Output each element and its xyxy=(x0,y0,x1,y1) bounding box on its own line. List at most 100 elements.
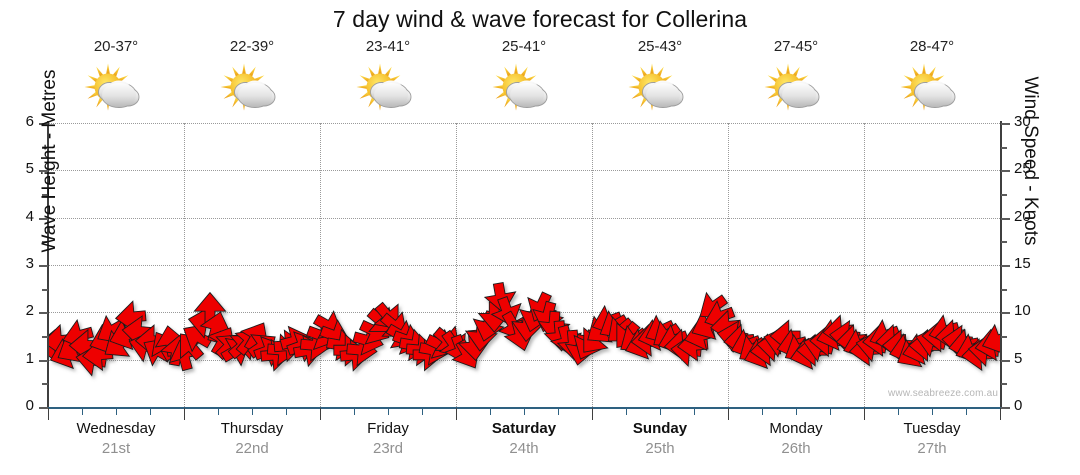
left-axis-tick-label: 0 xyxy=(25,397,34,414)
bottom-axis-tick xyxy=(898,408,899,415)
gridline-day-divider xyxy=(592,123,593,407)
right-axis-tick xyxy=(1001,217,1010,220)
bottom-axis-tick xyxy=(388,408,389,415)
right-axis-tick-label: 10 xyxy=(1014,302,1031,320)
bottom-axis-tick xyxy=(932,408,933,415)
gridline-horizontal xyxy=(48,170,1000,172)
left-axis-minor-tick xyxy=(42,194,48,196)
gridline-day-divider xyxy=(320,123,321,407)
gridline-horizontal xyxy=(48,359,1000,361)
left-axis-minor-tick xyxy=(42,288,48,291)
day-date-label: 26th xyxy=(781,440,811,457)
left-axis-tick-label: 6 xyxy=(25,113,34,130)
bottom-axis-tick xyxy=(830,408,831,415)
wind-arrow xyxy=(292,334,325,368)
bottom-axis-tick xyxy=(320,408,321,420)
partly-cloudy-icon xyxy=(764,63,820,111)
right-axis-tick-label: 30 xyxy=(1014,113,1031,130)
day-name-label: Monday xyxy=(769,420,823,437)
day-footer-monday: Monday 26th xyxy=(728,419,864,459)
day-temperature-range: 23-41° xyxy=(365,38,411,55)
day-footer-friday: Friday 23rd xyxy=(320,419,456,459)
left-axis-minor-tick xyxy=(42,241,48,244)
bottom-axis-tick xyxy=(1000,408,1001,420)
forecast-plot xyxy=(48,123,1000,407)
left-axis-minor-tick xyxy=(42,146,48,149)
day-date-label: 27th xyxy=(917,440,947,457)
bottom-axis-tick xyxy=(626,408,627,415)
day-date-label: 22nd xyxy=(235,440,269,457)
right-axis-tick-label: 0 xyxy=(1014,397,1023,414)
watermark: www.seabreeze.com.au xyxy=(888,388,999,399)
day-name-label: Saturday xyxy=(491,420,557,437)
left-axis-tick xyxy=(39,359,48,362)
left-axis-tick-label: 5 xyxy=(25,160,34,178)
day-name-label: Wednesday xyxy=(76,420,156,437)
right-axis-tick xyxy=(1001,359,1010,362)
gridline-horizontal xyxy=(48,217,1000,219)
bottom-axis-tick xyxy=(762,408,763,415)
day-date-label: 21st xyxy=(101,440,131,457)
day-header-wednesday: 20-37° xyxy=(48,38,184,117)
left-axis-tick xyxy=(39,265,48,267)
right-axis-minor-tick xyxy=(1001,336,1007,338)
bottom-axis-tick xyxy=(252,408,253,415)
right-axis-minor-tick xyxy=(1001,241,1007,244)
wind-arrow-field xyxy=(48,281,1000,377)
bottom-axis-tick xyxy=(966,408,967,415)
bottom-axis-tick xyxy=(218,408,219,415)
right-axis-tick xyxy=(1001,407,1010,409)
day-header-sunday: 25-43° xyxy=(592,38,728,117)
bottom-axis-tick xyxy=(422,408,423,415)
partly-cloudy-icon xyxy=(84,63,140,111)
wind-arrow xyxy=(412,338,444,372)
gridline-horizontal xyxy=(48,123,1000,124)
day-footer-wednesday: Wednesday 21st xyxy=(48,419,184,459)
day-temperature-range: 28-47° xyxy=(909,38,955,55)
day-header-thursday: 22-39° xyxy=(184,38,320,117)
partly-cloudy-icon xyxy=(220,63,276,111)
page-title: 7 day wind & wave forecast for Collerina xyxy=(332,6,748,32)
left-axis-tick-label: 4 xyxy=(25,207,34,225)
left-axis-minor-tick xyxy=(42,336,48,338)
bottom-axis-tick xyxy=(558,408,559,415)
gridline-horizontal xyxy=(48,265,1000,266)
left-axis-tick-label: 2 xyxy=(25,302,34,320)
day-name-label: Tuesday xyxy=(903,420,961,437)
bottom-axis-tick xyxy=(694,408,695,415)
partly-cloudy-icon xyxy=(900,63,956,111)
day-temperature-range: 22-39° xyxy=(229,38,275,55)
day-footer-tuesday: Tuesday 27th xyxy=(864,419,1000,459)
bottom-axis-tick xyxy=(116,408,117,415)
right-axis-tick xyxy=(1001,265,1010,267)
bottom-axis-tick xyxy=(82,408,83,415)
left-axis-line xyxy=(47,121,49,409)
day-name-label: Friday xyxy=(367,420,409,437)
bottom-axis-tick xyxy=(456,408,457,420)
bottom-axis-tick xyxy=(150,408,151,415)
left-axis-tick-label: 1 xyxy=(25,349,34,367)
gridline-day-divider xyxy=(728,123,729,407)
wind-arrow xyxy=(537,310,571,343)
right-axis-minor-tick xyxy=(1001,288,1007,291)
right-axis-tick-label: 20 xyxy=(1014,207,1031,225)
bottom-axis-tick xyxy=(864,408,865,420)
day-temperature-range: 27-45° xyxy=(773,38,819,55)
partly-cloudy-icon xyxy=(492,63,548,111)
right-axis-tick-label: 5 xyxy=(1014,349,1023,367)
bottom-axis-tick xyxy=(490,408,491,415)
gridline-day-divider xyxy=(456,123,457,407)
partly-cloudy-icon xyxy=(628,63,684,111)
right-axis-minor-tick xyxy=(1001,194,1007,196)
day-temperature-range: 25-43° xyxy=(637,38,683,55)
bottom-axis-tick xyxy=(524,408,525,415)
day-date-label: 23rd xyxy=(372,440,404,457)
wind-arrow xyxy=(339,338,372,372)
partly-cloudy-icon xyxy=(356,63,412,111)
bottom-axis-tick xyxy=(184,408,185,420)
left-axis-tick xyxy=(39,170,48,173)
right-axis-tick-label: 25 xyxy=(1014,160,1031,178)
right-axis-tick-label: 15 xyxy=(1014,255,1031,272)
day-header-tuesday: 28-47° xyxy=(864,38,1000,117)
day-temperature-range: 20-37° xyxy=(93,38,139,55)
